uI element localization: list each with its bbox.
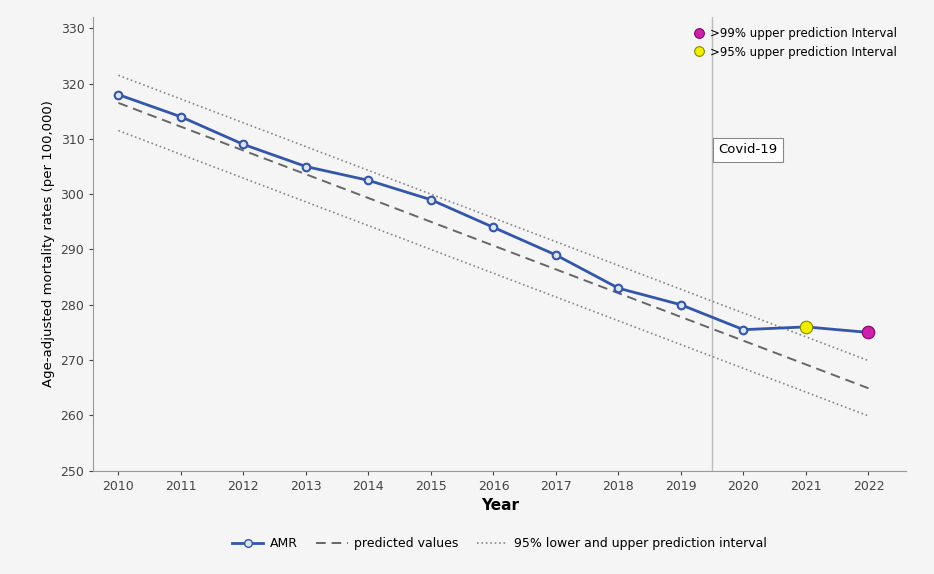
X-axis label: Year: Year [481, 498, 518, 513]
Legend: AMR, predicted values, 95% lower and upper prediction interval: AMR, predicted values, 95% lower and upp… [227, 532, 772, 555]
Y-axis label: Age-adjusted mortality rates (per 100,000): Age-adjusted mortality rates (per 100,00… [42, 100, 55, 387]
Text: Covid-19: Covid-19 [718, 144, 778, 157]
